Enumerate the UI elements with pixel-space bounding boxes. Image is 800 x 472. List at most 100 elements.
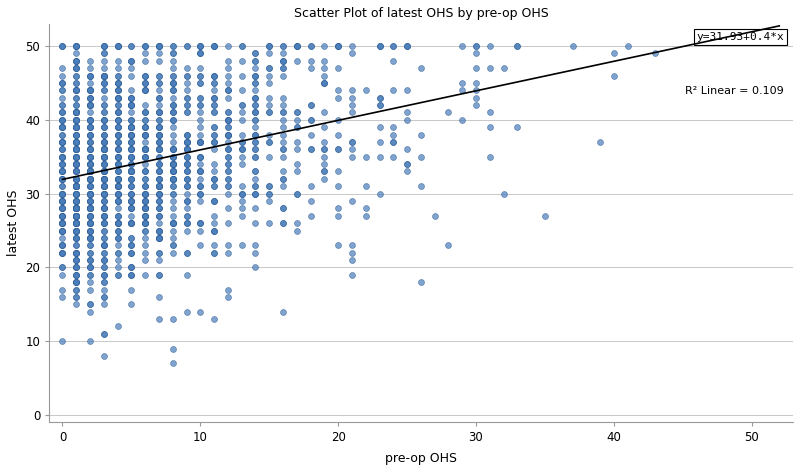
Point — [111, 183, 124, 190]
Point — [111, 212, 124, 219]
Point — [208, 175, 221, 183]
Point — [84, 116, 97, 124]
Point — [56, 212, 69, 219]
Point — [125, 197, 138, 205]
Point — [56, 79, 69, 87]
Point — [98, 278, 110, 286]
Point — [180, 101, 193, 109]
Point — [111, 219, 124, 227]
Point — [111, 183, 124, 190]
Point — [138, 109, 151, 116]
Point — [56, 64, 69, 72]
Point — [153, 145, 166, 153]
Point — [304, 42, 317, 50]
Point — [111, 101, 124, 109]
Point — [180, 145, 193, 153]
Point — [84, 123, 97, 131]
Point — [84, 153, 97, 160]
Point — [290, 219, 303, 227]
Point — [84, 138, 97, 146]
Point — [304, 57, 317, 65]
Point — [70, 153, 82, 160]
Point — [166, 160, 179, 168]
Point — [84, 101, 97, 109]
Point — [111, 79, 124, 87]
Point — [70, 204, 82, 212]
Point — [166, 160, 179, 168]
Point — [401, 168, 414, 175]
Point — [249, 145, 262, 153]
Point — [70, 168, 82, 175]
Point — [387, 42, 400, 50]
Point — [98, 160, 110, 168]
Point — [166, 160, 179, 168]
Point — [180, 160, 193, 168]
Point — [98, 190, 110, 197]
Point — [153, 79, 166, 87]
Point — [98, 293, 110, 301]
Point — [70, 94, 82, 101]
Point — [98, 153, 110, 160]
Point — [180, 72, 193, 79]
Point — [138, 249, 151, 256]
Point — [222, 123, 234, 131]
Point — [125, 190, 138, 197]
Point — [153, 183, 166, 190]
Point — [222, 145, 234, 153]
Point — [70, 168, 82, 175]
Point — [166, 219, 179, 227]
Point — [332, 145, 345, 153]
Point — [153, 168, 166, 175]
Point — [194, 138, 206, 146]
Point — [70, 197, 82, 205]
Point — [56, 197, 69, 205]
Point — [98, 330, 110, 337]
Point — [138, 57, 151, 65]
Point — [138, 175, 151, 183]
Point — [125, 234, 138, 242]
Point — [180, 145, 193, 153]
Point — [56, 109, 69, 116]
Point — [56, 168, 69, 175]
Point — [84, 337, 97, 345]
Point — [194, 168, 206, 175]
Point — [70, 204, 82, 212]
Point — [70, 242, 82, 249]
Point — [84, 101, 97, 109]
Point — [70, 190, 82, 197]
Point — [98, 212, 110, 219]
Point — [277, 145, 290, 153]
Point — [194, 153, 206, 160]
Point — [84, 160, 97, 168]
Point — [84, 256, 97, 264]
Point — [125, 168, 138, 175]
Point — [70, 204, 82, 212]
Point — [84, 190, 97, 197]
Point — [277, 57, 290, 65]
Point — [111, 145, 124, 153]
Point — [125, 168, 138, 175]
Point — [180, 160, 193, 168]
Point — [153, 204, 166, 212]
Point — [70, 197, 82, 205]
Point — [84, 264, 97, 271]
Point — [98, 153, 110, 160]
Point — [166, 145, 179, 153]
Point — [138, 190, 151, 197]
Point — [138, 212, 151, 219]
Point — [153, 190, 166, 197]
Point — [153, 145, 166, 153]
Point — [166, 79, 179, 87]
Point — [111, 138, 124, 146]
Point — [98, 57, 110, 65]
Point — [84, 286, 97, 293]
Point — [194, 153, 206, 160]
Point — [125, 138, 138, 146]
Point — [56, 109, 69, 116]
Point — [208, 101, 221, 109]
Point — [70, 212, 82, 219]
Point — [153, 175, 166, 183]
Point — [111, 175, 124, 183]
Point — [153, 219, 166, 227]
Point — [84, 242, 97, 249]
